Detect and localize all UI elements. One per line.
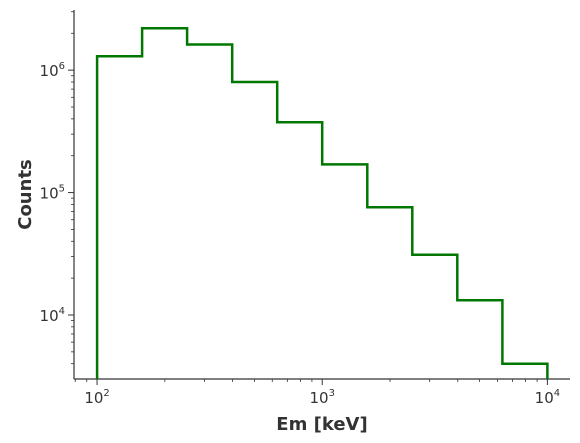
y-tick-label: 105 <box>40 184 65 203</box>
histogram-step-line <box>95 26 549 379</box>
x-tick-labels: 102 103 104 <box>84 388 560 407</box>
y-axis-label: Counts <box>15 159 36 230</box>
major-ticks <box>68 69 548 385</box>
y-tick-label: 104 <box>40 306 65 325</box>
x-tick-label: 103 <box>309 388 334 407</box>
y-tick-label: 106 <box>40 61 65 80</box>
x-axis-label: Em [keV] <box>276 414 367 435</box>
x-tick-label: 102 <box>84 388 109 407</box>
x-tick-label: 104 <box>535 388 560 407</box>
y-tick-labels: 104 105 106 <box>40 61 65 325</box>
minor-ticks <box>71 11 538 382</box>
